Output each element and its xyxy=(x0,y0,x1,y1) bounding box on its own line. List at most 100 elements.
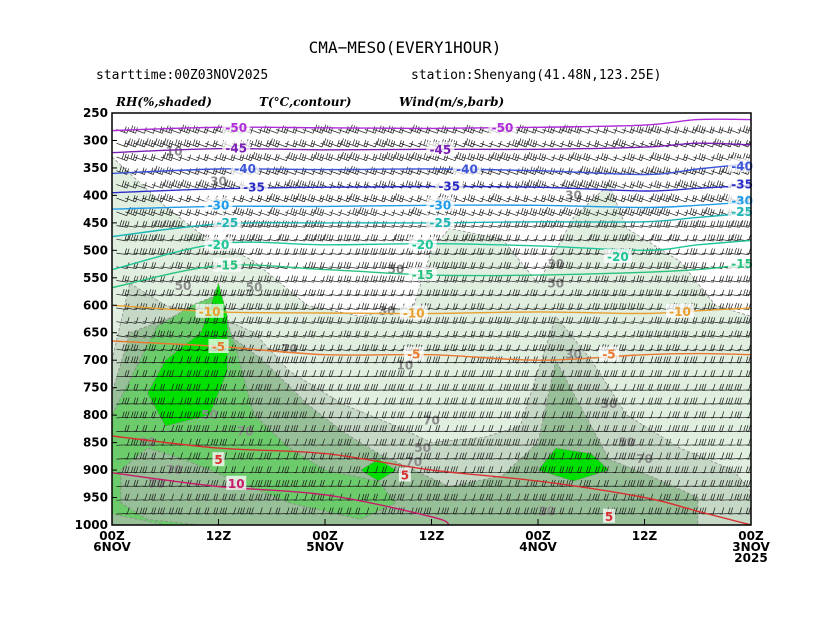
y-tick-label: 450 xyxy=(83,216,108,230)
temperature-label-bg xyxy=(728,192,757,207)
temperature-label-bg xyxy=(728,256,757,271)
station-label: station:Shenyang(41.48N,123.25E) xyxy=(411,68,661,83)
temperature-contour-label: -10 xyxy=(199,305,221,319)
legend-wind: Wind(m/s,barb) xyxy=(399,95,504,109)
x-tick-label: 5NOV xyxy=(306,540,344,554)
rh-contour-label: 30 xyxy=(565,188,582,202)
x-tick-label: 6NOV xyxy=(93,540,131,554)
temperature-contour-label: -20 xyxy=(607,250,629,264)
y-tick-label: 850 xyxy=(83,436,108,450)
y-tick-label: 400 xyxy=(83,188,108,202)
rh-contour-label: 50 xyxy=(175,279,192,293)
temperature-label-bg xyxy=(222,140,251,155)
temperature-contour-label: -40 xyxy=(234,162,256,176)
start-time-label: starttime:00Z03NOV2025 xyxy=(96,68,268,83)
temperature-label-bg xyxy=(666,303,694,318)
rh-contour-label: 50 xyxy=(201,408,218,422)
temperature-contour-label: -35 xyxy=(731,177,753,191)
temperature-contour-label: -20 xyxy=(412,238,434,252)
rh-region-98-6 xyxy=(359,458,397,482)
temperature-label-bg xyxy=(240,179,268,194)
y-tick-label: 300 xyxy=(83,133,108,147)
y-tick-label: 650 xyxy=(83,326,108,340)
temperature-contour-label: -5 xyxy=(602,348,615,362)
y-tick-label: 250 xyxy=(83,106,108,120)
x-tick-label: 3NOV xyxy=(732,540,770,554)
temperature-contour-label: -25 xyxy=(731,205,753,219)
temperature-label-bg xyxy=(599,346,619,361)
temperature-contour-label: -30 xyxy=(208,198,230,212)
temperature-label-bg xyxy=(408,267,437,282)
temperature-contour-label: 5 xyxy=(605,510,613,524)
temperature-label-bg xyxy=(399,305,428,320)
temperature-contour-label: -15 xyxy=(731,257,753,271)
temperature-label-bg xyxy=(488,119,517,134)
legend-rh: RH(%,shaded) xyxy=(115,95,212,109)
y-tick-label: 600 xyxy=(83,298,108,312)
temperature-label-bg xyxy=(398,467,411,482)
temperature-label-bg xyxy=(213,257,242,272)
temperature-label-bg xyxy=(226,475,247,490)
rh-contour-label: 70 xyxy=(148,477,165,491)
temperature-label-bg xyxy=(426,141,455,156)
rh-contour-label: 30 xyxy=(547,257,564,271)
legend-temperature: T(°C,contour) xyxy=(259,95,351,109)
y-tick-label: 800 xyxy=(83,408,108,422)
temperature-label-bg xyxy=(426,214,455,229)
temperature-contour-label: -15 xyxy=(412,268,434,282)
temperature-contour-10 xyxy=(112,472,450,525)
rh-contour-label: 50 xyxy=(618,436,635,450)
temperature-label-bg xyxy=(728,203,757,218)
temperature-label-bg xyxy=(453,161,481,176)
temperature-contour-label: -5 xyxy=(212,340,225,354)
temperature-contour-label: -10 xyxy=(669,305,691,319)
x-tick-label: 00Z xyxy=(99,529,125,543)
contour-label-layer: -50 -50-45 -45-40 -40 -40-35 -35 -35-30 -30 -30-… xyxy=(195,119,757,524)
x-tick-label: 12Z xyxy=(632,529,658,543)
temperature-contour-label: -30 xyxy=(430,198,452,212)
y-tick-label: 700 xyxy=(83,353,108,367)
temperature-contour-label: -40 xyxy=(731,159,753,173)
temperature-label-bg xyxy=(204,236,233,251)
x-tick-label: 2025 xyxy=(734,551,767,565)
temperature-label-bg xyxy=(222,119,251,134)
temperature-contour-label: 5 xyxy=(401,469,409,483)
temperature-contour-label: -45 xyxy=(430,143,452,157)
temperature-label-bg xyxy=(195,303,224,318)
temperature-contour-label: 5 xyxy=(214,453,222,467)
y-tick-label: 350 xyxy=(83,161,108,175)
rh-contour-label: 30 xyxy=(539,504,556,518)
temperature-label-bg xyxy=(426,197,455,212)
temperature-contour-label: -25 xyxy=(217,216,239,230)
temperature-label-bg xyxy=(603,248,632,263)
y-tick-label: 950 xyxy=(83,491,108,505)
temperature-contour-label: -45 xyxy=(225,142,247,156)
x-tick-label: 12Z xyxy=(419,529,445,543)
rh-contour-label: 70 xyxy=(166,463,183,477)
rh-contour-label: 30 xyxy=(210,175,227,189)
temperature-contour-label: -35 xyxy=(438,180,460,194)
temperature-contour-label: -10 xyxy=(403,307,425,321)
temperature-contour-label: -40 xyxy=(456,163,478,177)
x-tick-label: 00Z xyxy=(738,529,764,543)
x-tick-label: 00Z xyxy=(525,529,551,543)
temperature-contour-5 xyxy=(112,435,751,525)
rh-contour-label: 30 xyxy=(379,304,396,318)
y-tick-label: 1000 xyxy=(75,518,108,532)
temperature-label-bg xyxy=(728,176,757,191)
x-tick-label: 00Z xyxy=(312,529,338,543)
temperature-label-bg xyxy=(435,178,464,193)
temperature-contour-label: -50 xyxy=(492,121,514,135)
temperature-contour-label: -20 xyxy=(208,238,230,252)
y-tick-label: 550 xyxy=(83,271,108,285)
y-tick-label: 750 xyxy=(83,381,108,395)
temperature-contour--45 xyxy=(112,142,751,154)
y-tick-label: 500 xyxy=(83,243,108,257)
rh-contour-label: 50 xyxy=(246,281,263,295)
temperature-contour-label: -15 xyxy=(217,259,239,273)
temperature-label-bg xyxy=(603,508,615,523)
temperature-label-bg xyxy=(208,339,229,354)
